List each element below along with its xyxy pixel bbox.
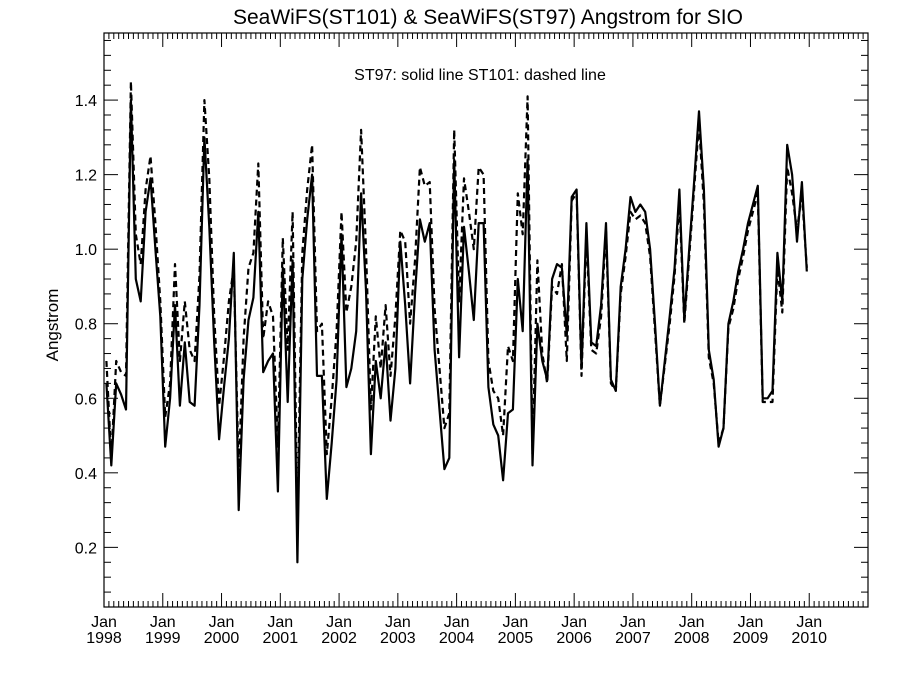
y-tick-label: 1.0	[75, 242, 97, 259]
x-tick-year-label: 1999	[145, 630, 181, 647]
x-tick-year-label: 2005	[498, 630, 534, 647]
series-layer	[105, 80, 808, 564]
x-tick-year-label: 2008	[674, 630, 710, 647]
x-tick-month-label: Jan	[738, 614, 764, 631]
x-tick-month-label: Jan	[326, 614, 352, 631]
x-tick-month-label: Jan	[209, 614, 235, 631]
x-tick-year-label: 2002	[321, 630, 357, 647]
y-tick-label: 0.4	[75, 466, 97, 483]
x-tick-month-label: Jan	[91, 614, 117, 631]
x-tick-year-label: 2003	[380, 630, 416, 647]
series-style-annotation: ST97: solid line ST101: dashed line	[354, 67, 606, 84]
x-tick-month-label: Jan	[267, 614, 293, 631]
x-tick-month-label: Jan	[502, 614, 528, 631]
series-line-st97	[105, 98, 808, 564]
x-tick-year-label: 2009	[733, 630, 769, 647]
x-tick-month-label: Jan	[679, 614, 705, 631]
y-axis-label: Angstrom	[43, 289, 62, 362]
x-tick-month-label: Jan	[561, 614, 587, 631]
x-tick-year-label: 1998	[86, 630, 122, 647]
y-tick-label: 1.4	[75, 93, 97, 110]
x-tick-year-label: 2007	[615, 630, 651, 647]
y-tick-label: 0.8	[75, 317, 97, 334]
x-tick-year-label: 2000	[204, 630, 240, 647]
x-tick-year-label: 2006	[556, 630, 592, 647]
y-tick-label: 1.2	[75, 168, 97, 185]
x-tick-month-label: Jan	[796, 614, 822, 631]
x-tick-month-label: Jan	[385, 614, 411, 631]
chart-title: SeaWiFS(ST101) & SeaWiFS(ST97) Angstrom …	[233, 6, 743, 29]
y-tick-label: 0.2	[75, 540, 97, 557]
x-tick-year-label: 2010	[791, 630, 827, 647]
axes-layer: 0.20.40.60.81.01.21.4Jan1998Jan1999Jan20…	[75, 33, 869, 647]
x-tick-month-label: Jan	[444, 614, 470, 631]
plot-frame	[103, 32, 869, 608]
y-tick-label: 0.6	[75, 391, 97, 408]
x-tick-month-label: Jan	[150, 614, 176, 631]
x-tick-year-label: 2001	[263, 630, 299, 647]
x-tick-month-label: Jan	[620, 614, 646, 631]
x-tick-year-label: 2004	[439, 630, 475, 647]
